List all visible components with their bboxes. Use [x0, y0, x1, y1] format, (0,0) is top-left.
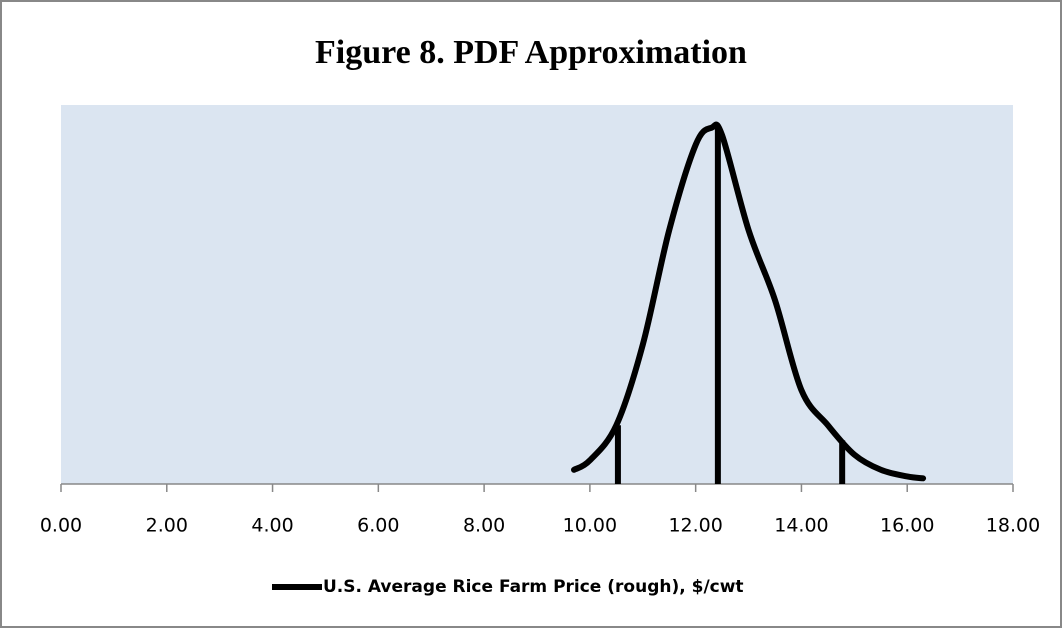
x-tick-label: 12.00: [668, 515, 722, 537]
x-tick-label: 10.00: [563, 515, 617, 537]
x-tick-label: 14.00: [774, 515, 828, 537]
x-tick-label: 18.00: [986, 515, 1040, 537]
x-tick-label: 6.00: [357, 515, 399, 537]
x-tick-label: 4.00: [251, 515, 293, 537]
pdf-line: [571, 121, 927, 482]
x-tick-label: 16.00: [880, 515, 934, 537]
x-tick-label: 8.00: [463, 515, 505, 537]
plot-area: [61, 105, 1013, 484]
chart-title: Figure 8. PDF Approximation: [315, 34, 747, 71]
legend-label: U.S. Average Rice Farm Price (rough), $/…: [323, 577, 744, 597]
x-tick-label: 2.00: [146, 515, 188, 537]
x-tick-label: 0.00: [40, 515, 82, 537]
